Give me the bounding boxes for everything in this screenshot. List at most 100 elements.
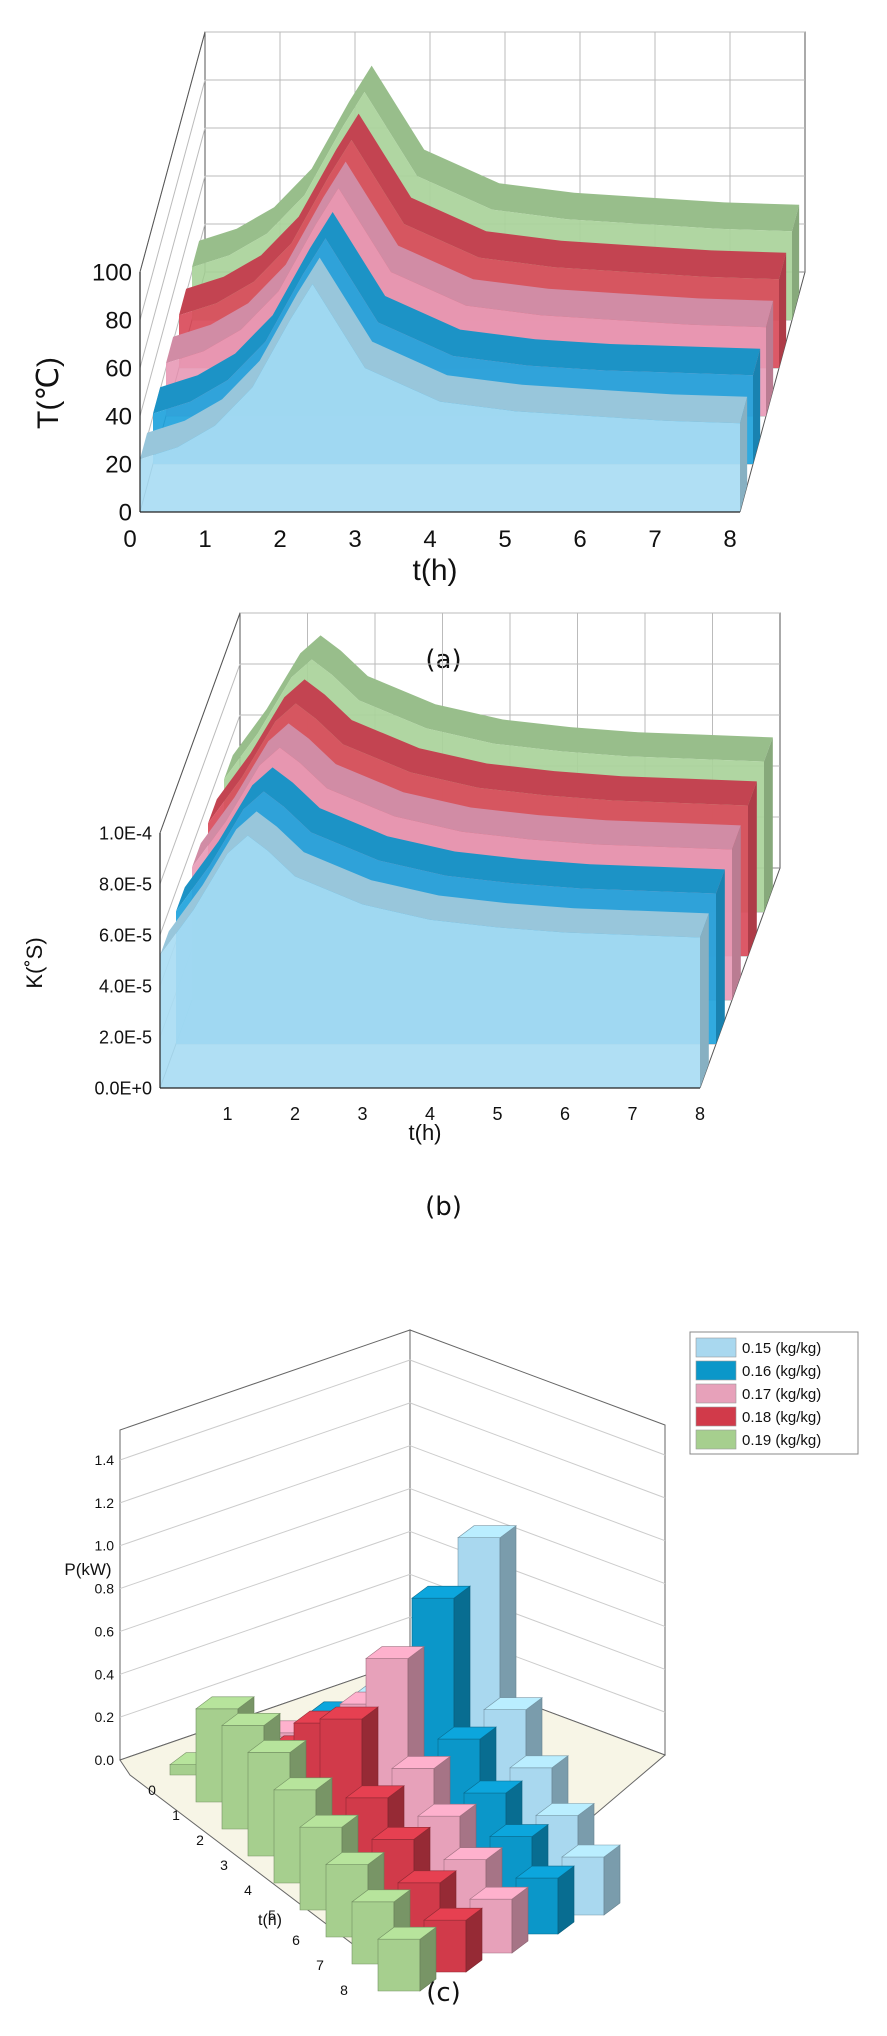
y-tick-label: 0.0E+0 [94,1078,152,1098]
y-tick-label: 0 [119,499,132,526]
x-tick-label: 6 [292,1932,300,1948]
bar-top [411,1585,471,1599]
series-3-top-surface [166,161,774,364]
series-5-end-face [792,204,800,320]
grid-line [119,1573,411,1675]
x-tick-label: 3 [357,1104,367,1124]
bar-top [483,1697,543,1711]
x-tick-label: 1 [222,1104,232,1124]
series-1-top-surface [160,811,709,956]
bar-series-4-t8 [423,1907,483,1973]
caption-c: (c) [426,1978,461,2008]
grid-line [159,714,241,936]
bar-top [561,1844,621,1858]
y-tick-label: 1.0 [95,1538,115,1554]
x-tick-label: 8 [695,1104,705,1124]
y-tick-label: 2.0E-5 [99,1027,152,1047]
grid-line [409,1488,666,1585]
bar-top [391,1756,451,1769]
x-tick-label: 2 [273,526,286,553]
bar-top [351,1889,411,1903]
y-tick-label: 20 [105,451,132,478]
legend-label: 0.16 (kg/kg) [742,1363,821,1380]
grid-line [119,1445,411,1547]
bar-top [195,1696,255,1710]
x-axis-label: t(h) [409,1120,442,1145]
bar-top [371,1826,431,1840]
bar-top [443,1847,503,1861]
x-tick-label: 2 [196,1832,204,1848]
bar-top [437,1726,497,1740]
legend-swatch [695,1429,737,1450]
x-tick-label: 2 [290,1104,300,1124]
legend-swatch [695,1337,737,1358]
grid-line [119,1616,411,1718]
x-tick-label: 3 [348,526,361,553]
grid-line [139,79,206,321]
grid-line [119,1359,411,1461]
series-1-area [140,284,740,512]
grid-line [139,127,206,369]
y-tick-label: 8.0E-5 [99,874,152,894]
y-axis-label: K(˚S) [22,937,47,988]
y-tick-label: 40 [105,403,132,430]
bar-top [319,1706,379,1720]
bar-top [417,1803,477,1817]
series-1-top-surface [140,257,748,460]
x-tick-label: 5 [492,1104,502,1124]
x-tick-label: 5 [268,1907,276,1923]
bar-top [489,1824,549,1837]
series-4-top-surface [179,113,787,316]
y-tick-label: 1.2 [95,1495,115,1511]
series-2-top-surface [176,767,725,912]
y-tick-label: 6.0E-5 [99,925,152,945]
legend: 0.15 (kg/kg) 0.16 (kg/kg) 0.17 (kg/kg) 0.18… [689,1331,859,1455]
bar-top [377,1926,437,1940]
x-tick-label: 4 [244,1882,252,1898]
grid-line [139,175,206,417]
series-1-end-face [700,913,709,1088]
x-tick-label: 7 [648,526,661,553]
series-3-end-face [732,825,741,1000]
y-tick-label: 4.0E-5 [99,976,152,996]
caption-a: (a) [425,645,462,675]
bar-top [469,1886,529,1900]
chart-panel-a: 0 1 2 3 4 5 6 7 8 0 20 40 60 80 100 t(h) T(℃) (a) [0,0,887,700]
series-4-end-face [748,781,757,956]
bar-top [365,1646,425,1659]
x-tick-label: 1 [198,526,211,553]
bar-top [535,1803,595,1816]
x-tick-label: 4 [423,526,436,553]
legend-swatch [695,1383,737,1404]
x-tick-label: 0 [148,1782,156,1798]
y-axis-label: T(℃) [32,357,65,429]
bar-top [463,1780,523,1794]
bar-top [325,1852,385,1865]
y-tick-label: 0.4 [95,1666,115,1682]
y-tick-label: 1.0E-4 [99,823,152,843]
grid-line [119,1488,411,1590]
caption-b: (b) [425,1192,462,1222]
bar-top [515,1865,575,1879]
legend-label: 0.18 (kg/kg) [742,1409,821,1426]
series-3-top-surface [192,723,741,868]
y-tick-label: 60 [105,355,132,382]
x-tick-label: 4 [425,1104,435,1124]
x-tick-label: 3 [220,1857,228,1873]
grid-line [409,1359,666,1456]
series-4-end-face [779,252,787,368]
x-tick-label: 8 [340,1982,348,1998]
series-2-end-face [716,869,725,1044]
series-1-end-face [740,396,748,512]
x-tick-label: 6 [573,526,586,553]
bar-top [457,1525,517,1539]
depth-axis-line [159,612,241,834]
series-1-area [160,835,700,1088]
y-tick-label: 0.8 [95,1581,115,1597]
grid-line [119,1402,411,1504]
legend-label: 0.17 (kg/kg) [742,1386,821,1403]
series-5-end-face [764,737,773,912]
y-tick-label: 0.0 [95,1752,115,1768]
chart-panel-c: 0.0 0.2 0.4 0.6 0.8 1.0 1.2 1.4 P(kW) 0 1 2 3 4 5 6 7 8 t(… [0,1320,887,2036]
